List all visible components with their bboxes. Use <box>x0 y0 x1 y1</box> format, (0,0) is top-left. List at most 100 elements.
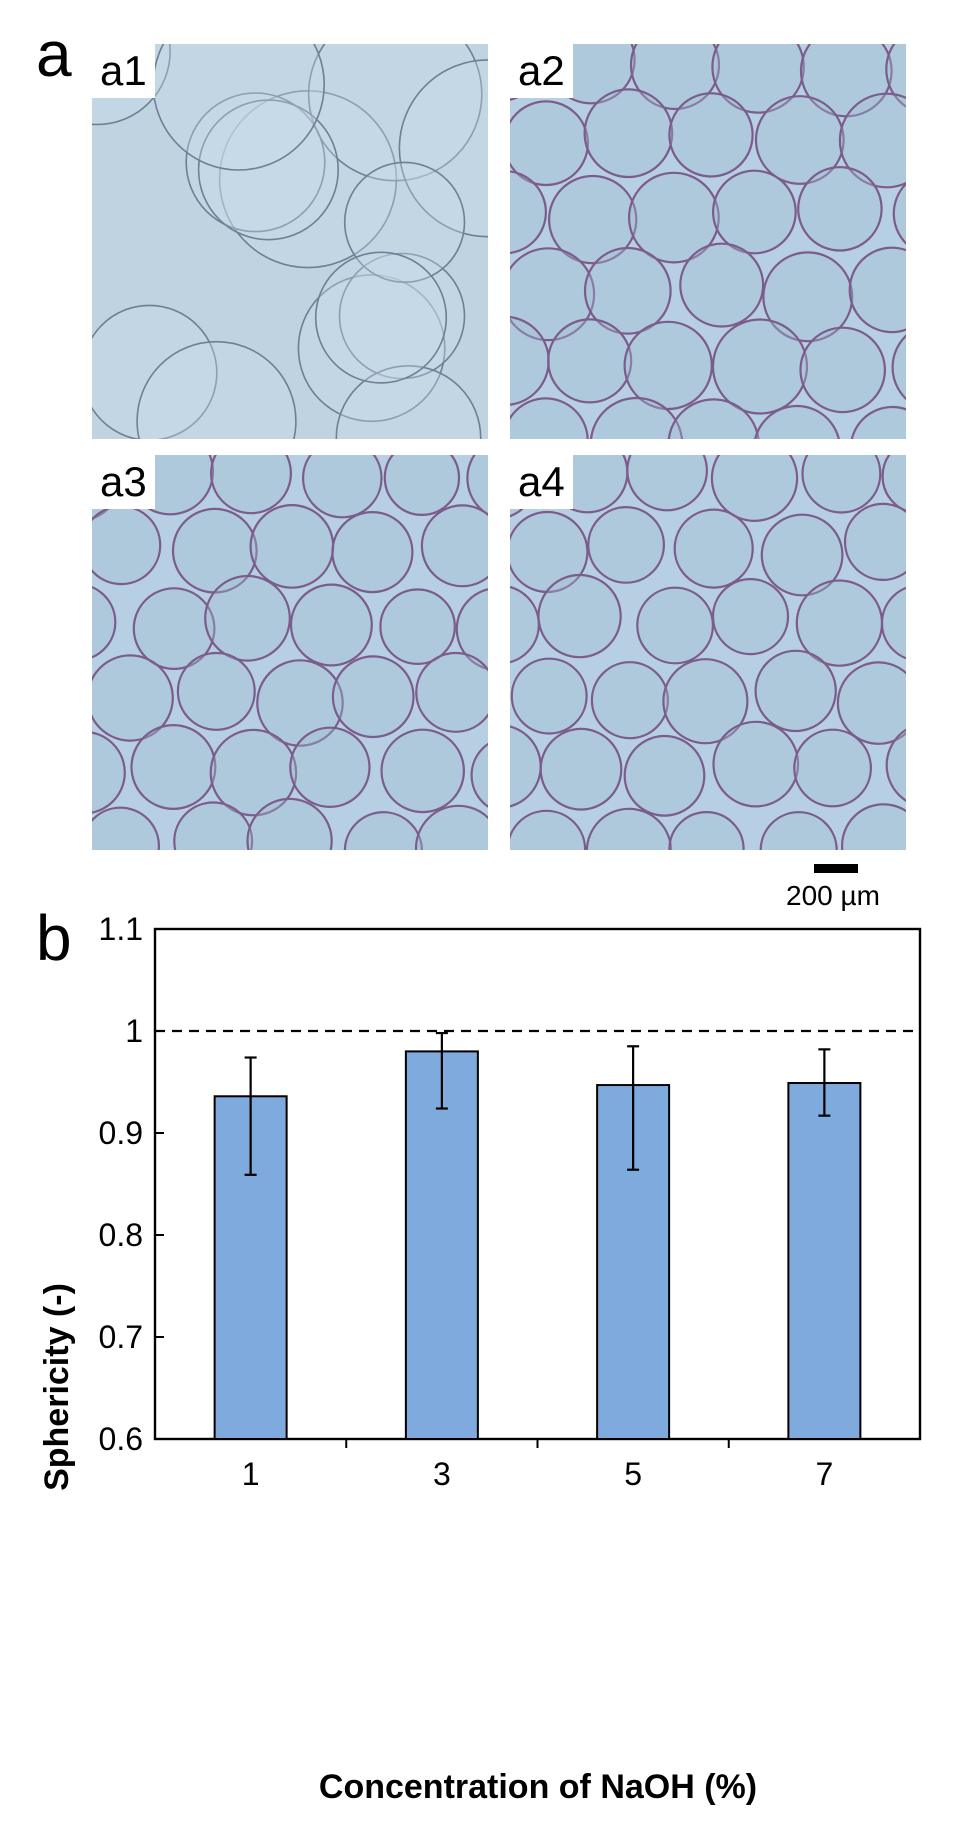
micro-particle <box>762 251 854 343</box>
x-tick-label: 3 <box>433 1456 451 1492</box>
micro-particle <box>455 588 488 671</box>
micro-particle <box>204 574 291 662</box>
micro-particle <box>209 728 298 817</box>
micro-particle <box>185 92 326 233</box>
micro-particle <box>673 508 754 589</box>
micrograph-a2-image <box>510 44 906 439</box>
micro-particle <box>547 318 633 404</box>
micro-particle <box>710 455 799 522</box>
micro-particle <box>587 506 666 584</box>
micro-particle <box>583 246 672 335</box>
x-tick-label: 5 <box>624 1456 642 1492</box>
micro-particle <box>297 274 446 423</box>
micro-particle <box>537 573 622 659</box>
micro-particle <box>307 44 483 182</box>
micro-particle <box>289 583 373 667</box>
micro-particle <box>668 92 754 178</box>
micro-particle <box>892 182 906 245</box>
micro-particle <box>132 587 216 671</box>
micro-particle <box>585 807 673 850</box>
panel-b-letter: b <box>36 902 72 974</box>
bar-3 <box>404 1050 479 1440</box>
micro-particle <box>398 59 488 238</box>
micro-particle <box>173 801 254 850</box>
micro-particle <box>92 806 160 850</box>
micro-particle <box>331 510 414 594</box>
micro-particle <box>623 320 713 411</box>
y-tick-label: 0.6 <box>99 1421 143 1457</box>
scale-bar-label: 200 µm <box>786 880 880 911</box>
micro-particle <box>711 44 805 114</box>
micro-particle <box>510 809 587 850</box>
panel-a-letter: a <box>36 18 72 90</box>
micro-particle <box>885 44 906 108</box>
micro-particle <box>754 649 837 733</box>
micro-particle <box>711 578 790 656</box>
micro-particle <box>249 504 335 589</box>
micro-particle <box>843 502 906 581</box>
micrograph-a1: a1 <box>92 44 488 439</box>
tick-labels: 0.6 0.7 0.8 0.9 1 1.1 1 3 5 7 <box>99 911 834 1492</box>
micro-particle <box>668 811 745 850</box>
micro-particle <box>136 340 297 439</box>
micrograph-a4-image <box>510 455 906 850</box>
micro-particle <box>547 174 638 265</box>
micro-particle <box>712 720 800 808</box>
micro-particle <box>797 166 883 252</box>
micro-particle <box>210 455 292 515</box>
micro-particle <box>380 728 466 814</box>
micro-particle <box>583 88 674 179</box>
y-axis-label: Sphericity (-) <box>38 1283 76 1491</box>
y-tick-label: 1.1 <box>99 911 143 947</box>
micrograph-a2: a2 <box>510 44 906 439</box>
micro-particle <box>760 513 844 597</box>
micrograph-a1-image <box>92 44 488 439</box>
micrograph-a4-label: a4 <box>510 455 573 509</box>
micro-particle <box>667 398 760 439</box>
micro-particle <box>414 804 488 850</box>
micro-particle <box>338 252 466 380</box>
micro-particle <box>92 585 117 659</box>
sphericity-bar-chart: 0.6 0.7 0.8 0.9 1 1.1 1 3 5 7 Concentration of Na… <box>38 911 922 1806</box>
y-tick-label: 1 <box>125 1013 143 1049</box>
micro-particle <box>197 99 339 241</box>
micrograph-a1-label: a1 <box>92 44 155 98</box>
micro-particle <box>420 504 488 588</box>
micro-particle <box>331 655 415 739</box>
micro-particle <box>627 171 720 264</box>
micro-particle <box>466 455 488 516</box>
x-tick-label: 1 <box>242 1456 260 1492</box>
micro-particle <box>759 811 838 850</box>
micrograph-a3-image <box>92 455 488 850</box>
micro-particle <box>891 334 906 401</box>
micro-particle <box>379 588 456 666</box>
chart-bars <box>213 1050 862 1441</box>
scale-bar <box>814 864 858 873</box>
micro-particle <box>510 100 589 187</box>
micro-particle <box>176 651 256 731</box>
micro-particle <box>793 728 873 808</box>
micro-particle <box>629 44 721 111</box>
bar-7 <box>787 1082 862 1441</box>
micro-particle <box>841 803 906 850</box>
micro-particle <box>885 728 906 802</box>
micro-particle <box>256 659 344 747</box>
micrograph-a2-label: a2 <box>510 44 573 98</box>
micro-particle <box>850 405 906 439</box>
micro-particle <box>314 251 448 384</box>
y-tick-label: 0.9 <box>99 1115 143 1151</box>
x-tick-label: 7 <box>815 1456 833 1492</box>
micro-particle <box>590 661 670 740</box>
micro-particle <box>335 365 482 439</box>
micro-particle <box>130 724 217 811</box>
micro-particle <box>711 318 809 415</box>
micro-particle <box>636 586 715 665</box>
micro-particle <box>246 797 333 850</box>
micro-particle <box>801 455 882 514</box>
micro-particle <box>510 170 547 255</box>
micro-particle <box>383 455 461 516</box>
micro-particle <box>836 661 906 745</box>
micro-particle <box>838 92 906 189</box>
micro-particle <box>754 95 845 185</box>
y-tick-label: 0.7 <box>99 1319 143 1355</box>
